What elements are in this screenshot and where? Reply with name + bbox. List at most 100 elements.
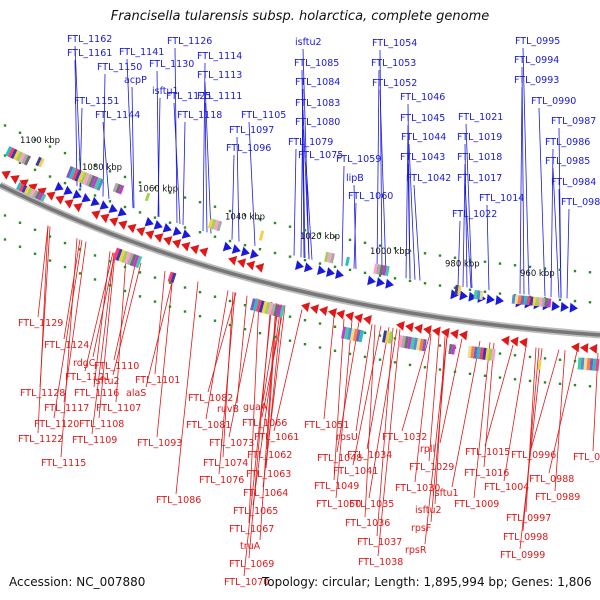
feature-stripe — [470, 346, 475, 359]
reverse-gene-arrow — [64, 199, 74, 209]
feature-stripe — [329, 253, 335, 264]
map-title: Francisella tularensis subsp. holarctica… — [110, 9, 490, 24]
top-gene-label: FTL_1044 — [401, 132, 446, 143]
track-dot — [198, 315, 202, 318]
track-dot — [333, 349, 337, 352]
track-dot — [33, 168, 37, 171]
track-dot — [168, 281, 172, 284]
forward-gene-arrow — [117, 207, 127, 217]
track-dot — [513, 354, 517, 357]
track-dot — [273, 251, 277, 255]
leader-line — [205, 290, 229, 420]
feature-stripe — [454, 284, 459, 296]
track-dot — [93, 194, 97, 197]
top-gene-label: FTL_1075 — [298, 150, 343, 161]
top-gene-label: FTL_1114 — [197, 51, 242, 62]
bottom-gene-label: truA — [240, 541, 261, 552]
track-dot — [123, 265, 127, 269]
reverse-gene-arrow — [46, 191, 56, 201]
track-dot — [588, 385, 592, 388]
leader-line — [353, 202, 357, 269]
track-dot — [153, 300, 157, 303]
bottom-gene-label: FTL_1065 — [233, 506, 278, 517]
track-dot — [183, 286, 187, 289]
leader-line — [74, 45, 82, 188]
feature-stripe — [112, 182, 119, 193]
feature-stripe — [82, 172, 91, 186]
leader-line — [60, 238, 78, 458]
feature-stripe — [213, 219, 220, 231]
track-dot — [438, 284, 442, 287]
bottom-gene-label: FTL_1037 — [357, 537, 402, 548]
gene-labels: FTL_1162FTL_1161FTL_1150FTL_1141acpPFTL_… — [18, 34, 600, 588]
leader-line — [519, 86, 523, 294]
bottom-gene-label: FTL_1029 — [409, 462, 454, 473]
bottom-gene-label: FTL_1073 — [209, 438, 254, 449]
feature-block — [537, 359, 542, 370]
leader-line — [405, 124, 409, 279]
feature-stripe — [413, 337, 418, 350]
track-dot — [48, 235, 52, 238]
track-dot — [153, 216, 157, 219]
feature-stripe — [577, 357, 582, 370]
feature-block — [448, 343, 456, 355]
leader-line — [486, 204, 490, 291]
feature-stripe — [421, 339, 427, 352]
top-gene-label: FTL_0985 — [545, 156, 590, 167]
leader-line — [483, 342, 495, 468]
track-dot — [363, 241, 367, 245]
bottom-gene-label: FTL_0980 — [573, 452, 600, 463]
feature-stripe — [418, 338, 424, 351]
track-dot — [108, 260, 112, 263]
forward-gene-arrow — [459, 290, 468, 301]
track-dot — [468, 288, 472, 292]
reverse-gene-arrow — [172, 239, 182, 249]
forward-gene-arrow — [303, 262, 313, 273]
track-dot — [378, 244, 382, 247]
feature-stripe — [68, 167, 77, 180]
leader-line — [154, 270, 166, 375]
track-dot — [333, 325, 337, 328]
top-gene-label: FTL_1021 — [458, 112, 503, 123]
top-gene-label: FTL_1126 — [167, 36, 212, 47]
bottom-gene-label: FTL_1063 — [246, 469, 291, 480]
leader-line — [323, 316, 335, 420]
track-dot — [543, 381, 547, 384]
leader-line — [414, 334, 432, 483]
top-gene-label: FTL_1096 — [226, 143, 271, 154]
reverse-gene-arrow — [28, 183, 38, 193]
top-gene-label: FTL_1042 — [406, 173, 451, 184]
track-dot — [198, 291, 202, 294]
track-dot — [213, 235, 217, 238]
reverse-gene-arrow — [37, 187, 47, 197]
reverse-gene-arrow — [100, 213, 110, 224]
track-dot — [558, 358, 562, 361]
feature-stripe — [349, 328, 356, 341]
feature-stripe — [258, 300, 265, 313]
feature-stripe — [279, 305, 285, 318]
track-dot — [48, 175, 52, 178]
feature-stripe — [583, 357, 588, 371]
track-dot — [378, 358, 382, 361]
feature-stripe — [535, 297, 540, 307]
track-dot — [168, 305, 172, 308]
top-gene-label: FTL_0987 — [551, 116, 596, 127]
top-gene-label: FTL_1130 — [149, 59, 194, 70]
track-dot — [258, 217, 262, 221]
reverse-gene-arrow — [589, 343, 598, 354]
track-dot — [453, 256, 457, 259]
track-dot — [483, 374, 487, 377]
feature-stripe — [66, 166, 74, 179]
feature-stripe — [129, 253, 137, 267]
feature-stripe — [544, 297, 549, 308]
feature-block — [577, 357, 600, 371]
track-dot — [348, 352, 352, 356]
leader-line — [335, 320, 353, 499]
track-dot — [78, 158, 82, 161]
track-dot — [318, 232, 322, 235]
track-dot — [273, 335, 277, 339]
reverse-gene-arrow — [328, 308, 337, 318]
leader-line — [93, 251, 111, 388]
top-gene-label: FTL_1046 — [400, 92, 445, 103]
bottom-gene-label: FTL_1036 — [345, 518, 390, 529]
